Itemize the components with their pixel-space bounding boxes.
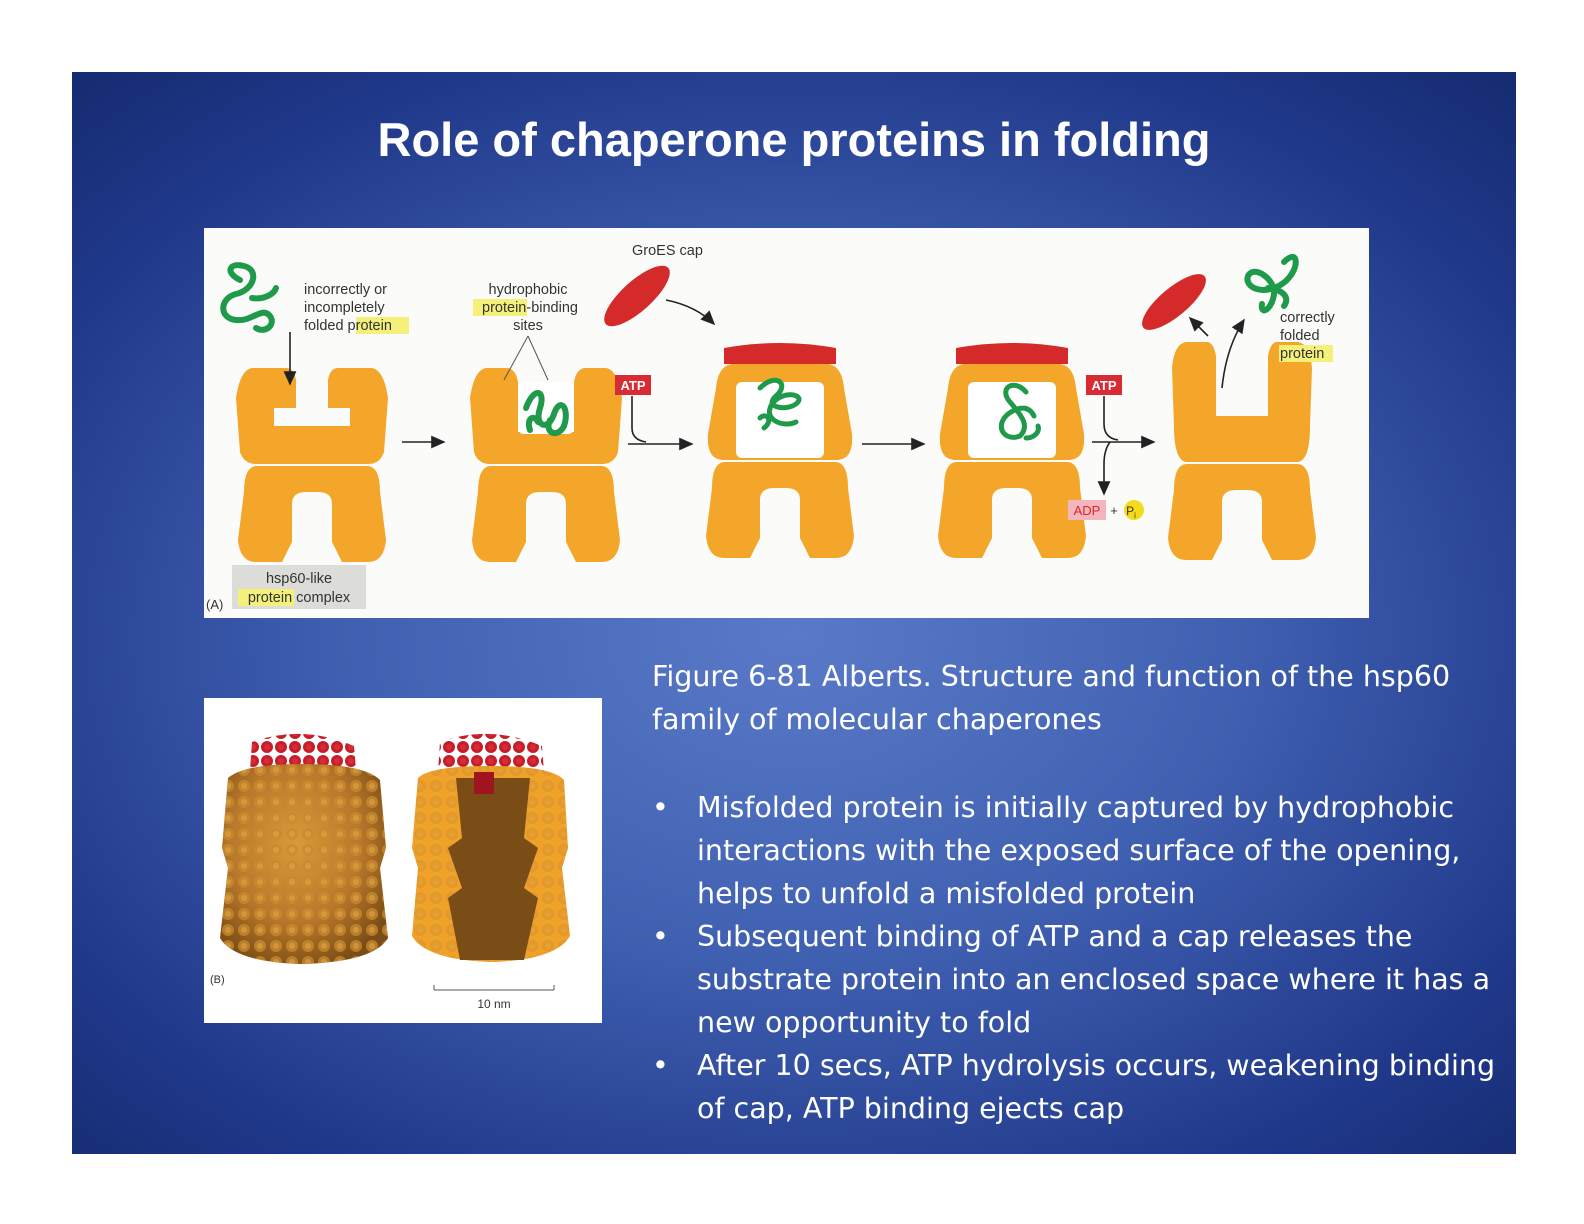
phosphate-label: Pi [1126, 504, 1136, 520]
adp-badge [1068, 500, 1106, 520]
label-correct-3: protein [1280, 346, 1324, 362]
bullet-item-2: • Subsequent binding of ATP and a cap rel… [652, 915, 1502, 1044]
chaperonin-structure-render: (B) 10 nm [210, 733, 570, 1011]
highlight-protein-2 [473, 299, 527, 316]
chaperone-complex-3 [706, 343, 854, 558]
slide-background: Role of chaperone proteins in folding [72, 72, 1516, 1154]
highlight-protein-3 [1279, 345, 1333, 362]
atp-badge-2 [1086, 375, 1122, 395]
bullet-list: • Misfolded protein is initially captured… [652, 786, 1502, 1130]
panel-letter-a: (A) [206, 597, 223, 612]
label-misfolded-2: incompletely [304, 300, 385, 316]
label-correct-1: correctly [1280, 310, 1336, 326]
label-correct-2: folded [1280, 328, 1320, 344]
bullet-item-1: • Misfolded protein is initially captured… [652, 786, 1502, 915]
bullet-text-3: After 10 secs, ATP hydrolysis occurs, we… [697, 1049, 1496, 1125]
chaperonin-full-view [220, 733, 388, 964]
chaperone-complex-4 [938, 343, 1086, 558]
highlight-protein-4 [238, 589, 294, 606]
figure-a-folding-cycle: ATP ATP ADP + Pi incorrectly or incomple… [204, 228, 1369, 618]
plus-label: + [1110, 503, 1118, 518]
label-hydrophobic-1: hydrophobic [489, 282, 568, 298]
phosphate-badge [1124, 500, 1144, 520]
label-hydrophobic-2: protein-binding [482, 300, 578, 316]
label-hydrophobic-3: sites [513, 318, 543, 334]
chaperone-complex-1 [236, 368, 388, 562]
scale-label: 10 nm [477, 997, 510, 1011]
adp-label: ADP [1074, 503, 1101, 518]
bullet-glyph: • [652, 920, 669, 953]
atp-label-1: ATP [620, 378, 645, 393]
groes-cap-icon [604, 265, 670, 327]
folded-protein-icon [1244, 253, 1299, 314]
chaperonin-cutaway-view [412, 733, 570, 962]
bullet-glyph: • [652, 791, 669, 824]
highlight-protein-1 [356, 317, 409, 334]
label-misfolded-3: folded protein [304, 318, 392, 334]
bullet-item-3: • After 10 secs, ATP hydrolysis occurs, w… [652, 1044, 1502, 1130]
label-complex-1: hsp60-like [266, 571, 332, 587]
label-complex-2: protein complex [248, 590, 351, 606]
atp-badge-1 [615, 375, 651, 395]
label-groes-cap: GroES cap [632, 243, 703, 259]
panel-letter-b: (B) [210, 974, 225, 986]
folding-cycle-diagram: ATP ATP ADP + Pi incorrectly or incomple… [206, 243, 1336, 612]
label-misfolded-1: incorrectly or [304, 282, 387, 298]
chaperone-complex-2 [470, 368, 622, 562]
ejected-cap-icon [1142, 274, 1206, 330]
figure-caption: Figure 6-81 Alberts. Structure and funct… [652, 660, 1451, 736]
bullet-text-1: Misfolded protein is initially captured … [697, 791, 1461, 910]
chaperone-complex-5 [1168, 342, 1316, 560]
atp-label-2: ATP [1091, 378, 1116, 393]
bullet-text-2: Subsequent binding of ATP and a cap rele… [697, 920, 1491, 1039]
misfolded-protein-icon [220, 262, 279, 333]
bullet-glyph: • [652, 1049, 669, 1082]
figure-b-structure: (B) 10 nm [204, 698, 602, 1023]
slide-title: Role of chaperone proteins in folding [377, 113, 1211, 166]
